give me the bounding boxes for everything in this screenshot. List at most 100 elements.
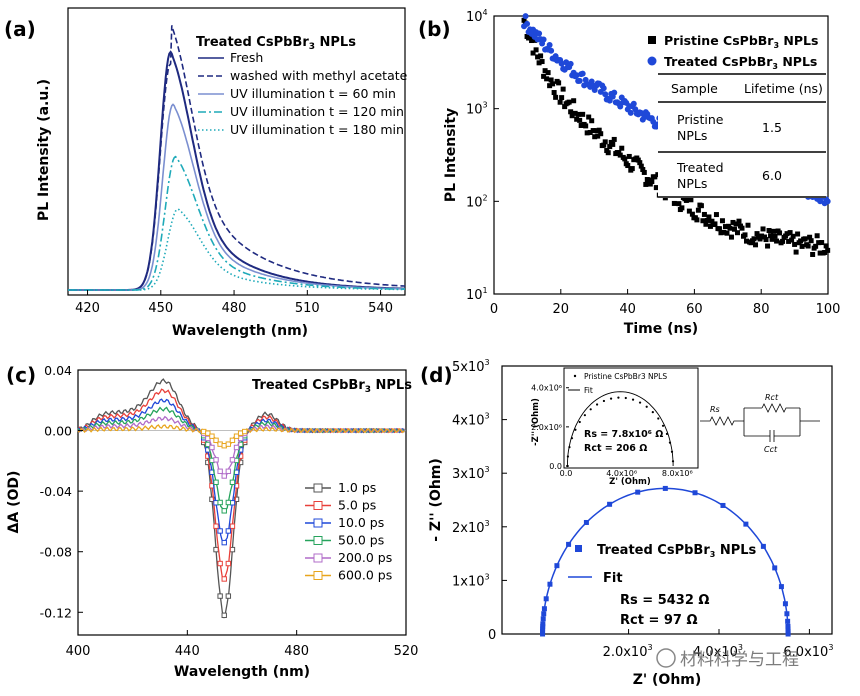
data-point-treated: [546, 41, 553, 48]
inset-x-tick-label: 8.0x10⁶: [662, 469, 693, 478]
data-point-pristine: [683, 197, 689, 203]
cct-capacitor: [769, 408, 820, 442]
marker-50-0-ps: [229, 479, 236, 485]
data-point-treated: [824, 198, 831, 205]
data-point-pristine: [712, 221, 718, 227]
legend-label: 5.0 ps: [338, 498, 376, 513]
legend-label: 600.0 ps: [338, 568, 392, 583]
legend-marker-treated: [647, 56, 657, 66]
panel-d: 2.0x103 4.0x103 6.0x103 0 1x103 2x103 3x103 4x…: [428, 358, 833, 688]
data-point-pristine: [538, 53, 544, 59]
data-point-pristine: [578, 122, 584, 128]
data-point-pristine: [646, 177, 652, 183]
data-point-pristine: [593, 128, 599, 134]
data-point-pristine: [734, 230, 740, 236]
inset-x-tick-label: 4.0x10⁶: [606, 469, 637, 478]
table-cell: 6.0: [762, 168, 782, 183]
y-tick-label: 103: [466, 101, 488, 118]
data-point-pristine: [535, 54, 541, 60]
circuit-wire: [743, 407, 770, 437]
data-point-pristine: [557, 99, 563, 105]
panel-c-label: (c): [6, 363, 36, 387]
data-point-pristine: [819, 240, 825, 246]
data-point-pristine: [728, 234, 734, 240]
data-point-pristine: [742, 232, 748, 238]
data-point-pristine: [541, 73, 547, 79]
data-point-pristine: [802, 236, 808, 242]
legend-label: Treated CsPbBr3 NPLs: [597, 543, 757, 559]
data-point-pristine: [754, 231, 760, 237]
data-point: [785, 628, 791, 634]
x-tick-label: 0: [490, 302, 498, 317]
data-point-treated: [627, 109, 634, 116]
panel-d-xlabel: Z' (Ohm): [633, 672, 702, 688]
panel-c-frame: [77, 369, 407, 636]
data-point-pristine: [559, 95, 565, 101]
legend-marker: [313, 518, 323, 528]
marker-600-0-ps: [209, 433, 215, 439]
panel-b-ylabel: PL Intensity: [443, 108, 459, 202]
table-header: Sample: [671, 81, 718, 96]
data-point-pristine: [694, 217, 700, 223]
data-point-treated: [617, 103, 624, 110]
marker-600-0-ps: [225, 441, 232, 447]
data-point-pristine: [569, 113, 575, 119]
data-point-pristine: [745, 222, 751, 228]
data-point-pristine: [592, 134, 598, 140]
data-point-treated: [536, 30, 543, 37]
data-point-pristine: [590, 128, 596, 134]
panel-a-title: Treated CsPbBr3 NPLs: [196, 35, 356, 52]
panel-c-ylabel: ΔA (OD): [6, 471, 22, 534]
inset-legend-label: Fit: [584, 386, 593, 395]
data-point-pristine: [765, 243, 771, 249]
data-point-pristine: [605, 150, 611, 156]
y-tick-label: 5x103: [452, 358, 490, 375]
data-point: [566, 541, 572, 547]
legend-label: 10.0 ps: [338, 515, 384, 530]
data-point-pristine: [698, 203, 704, 209]
data-point-pristine: [556, 80, 562, 86]
data-point-pristine: [713, 212, 719, 218]
inset-point: [602, 399, 606, 403]
data-point-pristine: [777, 230, 783, 236]
data-point: [607, 501, 613, 507]
y-tick-label: 3x103: [452, 465, 490, 482]
marker-5-0-ps: [217, 560, 223, 567]
data-point-pristine: [763, 237, 769, 243]
data-point-treated: [522, 13, 529, 20]
table-cell: Treated: [676, 160, 724, 175]
data-point-pristine: [655, 172, 661, 178]
legend-marker-pristine: [648, 36, 656, 44]
data-point-pristine: [607, 144, 613, 150]
data-point-pristine: [562, 104, 568, 110]
x-tick-label: 40: [619, 302, 636, 317]
data-point-pristine: [798, 238, 804, 244]
y-tick-label: 0.00: [44, 424, 72, 439]
data-point-pristine: [722, 224, 728, 230]
data-point-pristine: [786, 238, 792, 244]
panel-c: 400 440 480 520 0.04 0.00 -0.04 -0.08 -0.12 Tre…: [6, 363, 418, 680]
data-point: [743, 521, 749, 527]
data-point-pristine: [595, 133, 601, 139]
marker-600-0-ps: [229, 437, 236, 444]
circuit-label-rct: Rct: [765, 393, 779, 402]
legend-label-treated: Treated CsPbBr3 NPLs: [664, 54, 817, 71]
data-point-pristine: [601, 142, 607, 148]
panel-b-label: (b): [418, 17, 451, 41]
data-point-pristine: [774, 238, 780, 244]
circuit-label-rs: Rs: [710, 405, 720, 414]
inset-point: [570, 437, 574, 440]
data-point-pristine: [587, 129, 593, 135]
legend-label: Fit: [603, 571, 623, 586]
data-point-pristine: [739, 225, 745, 231]
marker-200-0-ps: [217, 468, 223, 474]
x-tick-label: 520: [394, 644, 419, 659]
data-point-pristine: [733, 221, 739, 227]
marker-1-0-ps: [221, 612, 227, 619]
data-point-treated: [524, 20, 531, 27]
marker-10-0-ps: [217, 528, 223, 534]
data-point-pristine: [640, 167, 646, 173]
x-tick-label: 480: [284, 644, 309, 659]
panel-a-label: (a): [4, 17, 36, 41]
inset-x-tick-label: 0.0: [560, 469, 573, 478]
